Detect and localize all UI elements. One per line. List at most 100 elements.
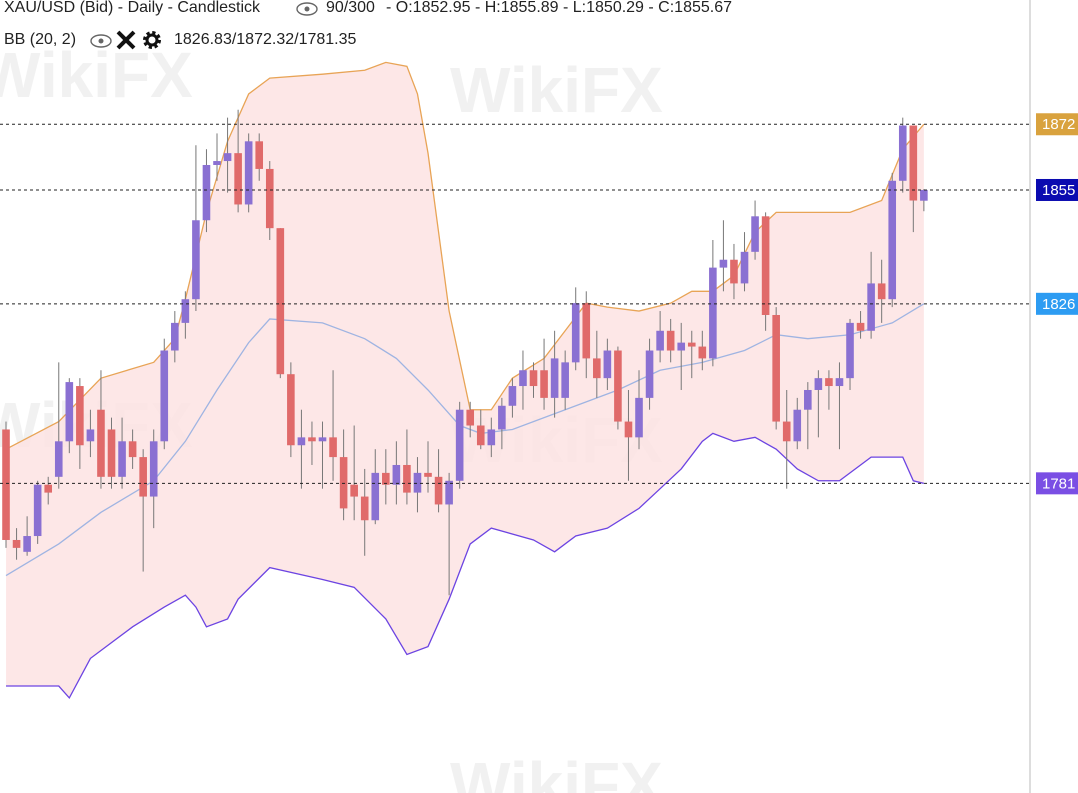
candle-body bbox=[255, 141, 264, 169]
candle-body bbox=[540, 370, 548, 398]
price-tag-label: 1872 bbox=[1042, 116, 1075, 133]
candle-body bbox=[12, 539, 21, 548]
candle-body bbox=[276, 228, 285, 375]
candle-body bbox=[139, 457, 147, 497]
price-tag bbox=[1036, 113, 1078, 136]
candle-body bbox=[666, 330, 675, 351]
candle-body bbox=[318, 437, 327, 442]
candle-body bbox=[825, 378, 833, 387]
candle-body bbox=[54, 441, 63, 477]
candle-body bbox=[508, 386, 517, 406]
candle-body bbox=[97, 409, 105, 477]
candle-body bbox=[698, 346, 707, 359]
candle-body bbox=[44, 484, 53, 493]
eye-icon[interactable] bbox=[90, 34, 112, 48]
candle-body bbox=[772, 314, 780, 422]
candle-body bbox=[107, 429, 116, 477]
remove-icon[interactable] bbox=[116, 30, 136, 50]
watermark: WikiFX bbox=[450, 749, 663, 793]
ohlc: - O:1852.95 - H:1855.89 - L:1850.29 - C:… bbox=[386, 0, 732, 16]
candle-body bbox=[582, 303, 591, 359]
candle-body bbox=[920, 189, 928, 201]
candle-body bbox=[192, 220, 200, 300]
candle-body bbox=[65, 382, 74, 442]
candle-body bbox=[550, 358, 559, 398]
bollinger-bands bbox=[5, 61, 925, 699]
candle-body bbox=[804, 389, 812, 410]
candle-body bbox=[308, 437, 316, 442]
candle-body bbox=[888, 180, 897, 300]
candle-body bbox=[339, 457, 348, 509]
price-tag-label: 1781 bbox=[1042, 475, 1075, 492]
candle-body bbox=[751, 216, 759, 252]
candle-body bbox=[867, 283, 875, 331]
price-tag bbox=[1036, 292, 1078, 315]
candle-body bbox=[76, 386, 84, 446]
price-tag bbox=[1036, 178, 1078, 201]
candle-body bbox=[118, 441, 126, 477]
candle-body bbox=[403, 464, 411, 493]
candle-body bbox=[350, 484, 358, 497]
candle-body bbox=[677, 342, 686, 351]
candle-body bbox=[571, 303, 580, 363]
candle-body bbox=[645, 350, 654, 398]
candle-body bbox=[529, 370, 538, 387]
candle-body bbox=[234, 153, 242, 205]
candle-body bbox=[593, 358, 601, 379]
indicator-name: BB (20, 2) bbox=[4, 31, 76, 48]
price-tag-label: 1855 bbox=[1042, 182, 1075, 199]
candle-body bbox=[434, 476, 443, 505]
candle-body bbox=[424, 472, 432, 477]
candle-body bbox=[761, 216, 770, 315]
candle-body bbox=[624, 421, 633, 438]
candle-body bbox=[687, 342, 696, 347]
candle-body bbox=[371, 472, 380, 521]
candle-body bbox=[719, 259, 728, 268]
candle-body bbox=[86, 429, 95, 442]
candle-body bbox=[413, 472, 422, 493]
candle-body bbox=[466, 409, 475, 426]
eye-icon[interactable] bbox=[296, 2, 318, 16]
candle-body bbox=[730, 259, 738, 284]
watermark: WikiFX bbox=[450, 54, 663, 126]
axes: 1872 1855 1826 1781 bbox=[1036, 113, 1078, 495]
candle-body bbox=[33, 484, 42, 537]
price-lines bbox=[0, 123, 1030, 484]
indicator-values: 1826.83/1872.32/1781.35 bbox=[174, 31, 357, 48]
watermark: WikiFX bbox=[0, 39, 193, 111]
candle-body bbox=[181, 299, 190, 323]
candle-body bbox=[561, 362, 569, 398]
candle-body bbox=[244, 141, 253, 205]
price-tag-label: 1826 bbox=[1042, 296, 1075, 313]
candle-body bbox=[392, 464, 401, 485]
candle-body bbox=[213, 161, 221, 165]
candle-body bbox=[128, 441, 137, 458]
candle-body bbox=[782, 421, 791, 442]
settings-icon[interactable] bbox=[143, 31, 161, 49]
band-fill bbox=[6, 62, 924, 698]
bar-count: 90/300 bbox=[326, 0, 375, 16]
candle-body bbox=[909, 125, 918, 201]
candle-body bbox=[265, 168, 274, 229]
candle-body bbox=[149, 441, 158, 497]
candle-body bbox=[835, 378, 844, 387]
price-tag bbox=[1036, 472, 1078, 495]
candle-body bbox=[656, 330, 664, 351]
candle-body bbox=[498, 405, 506, 430]
candle-body bbox=[171, 322, 179, 351]
candle-body bbox=[519, 370, 527, 387]
candle-body bbox=[814, 378, 823, 390]
candle-body bbox=[445, 480, 453, 505]
header: XAU/USD (Bid) - Daily - Candlestick 90/3… bbox=[4, 0, 732, 50]
candle-body bbox=[476, 425, 485, 446]
candle-body bbox=[297, 437, 306, 446]
candle-body bbox=[709, 267, 717, 359]
candle-body bbox=[877, 283, 886, 300]
candles bbox=[2, 109, 928, 596]
candle-body bbox=[740, 251, 749, 284]
candle-body bbox=[635, 397, 643, 438]
band-line bbox=[6, 432, 925, 699]
candle-body bbox=[455, 409, 464, 481]
